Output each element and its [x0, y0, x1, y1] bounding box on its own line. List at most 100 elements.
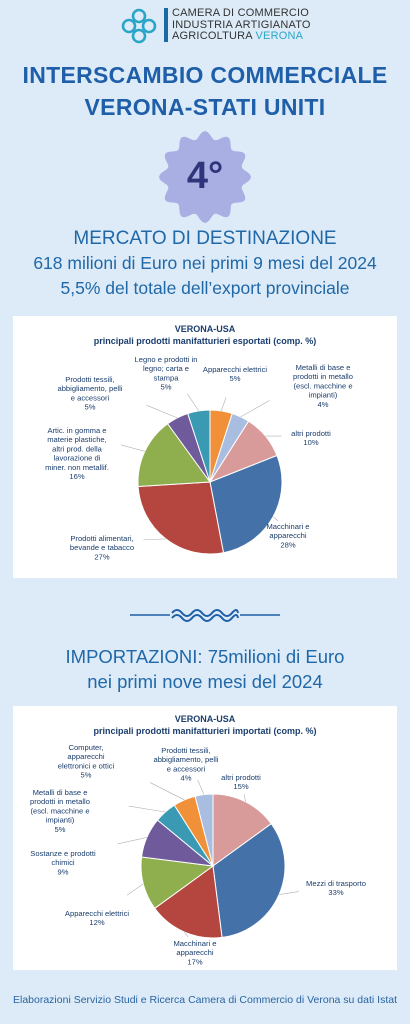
slice-label: Legno e prodotti in legno; carta e stampa 5… [135, 355, 198, 392]
leader-line [143, 538, 166, 540]
slice-label-line: apparecchi [67, 752, 104, 761]
slice-label-line: bevande e tabacco [70, 543, 134, 552]
slice-label-line: impianti) [309, 391, 338, 400]
leader-line [126, 883, 144, 896]
export-pie-chart: VERONA-USA principali prodotti manifattu… [45, 324, 353, 561]
slice-label-line: materie plastiche, [47, 435, 107, 444]
slice-label-line: Macchinari e [173, 939, 216, 948]
rank-badge: 4° [159, 131, 251, 223]
slice-label: Sostanze e prodotti chimici 9% [30, 849, 96, 876]
export-chart-card: VERONA-USA principali prodotti manifattu… [13, 316, 397, 578]
import-chart-subtitle: principali prodotti manifatturieri impor… [93, 726, 316, 736]
slice-label-line: e accessori [71, 393, 110, 402]
pie-slice [137, 481, 225, 555]
pie-slice [137, 423, 211, 488]
slice-label-line: Sostanze e prodotti [30, 849, 96, 858]
slice-label-line: 4% [181, 774, 192, 783]
slice-label-line: Legno e prodotti in [135, 355, 198, 364]
org-line-3-b: VERONA [255, 30, 304, 42]
slice-label-line: prodotti in metallo [30, 797, 90, 806]
export-chart-subtitle: principali prodotti manifatturieri espor… [94, 336, 317, 346]
slice-label-line: Apparecchi elettrici [203, 365, 267, 374]
slice-label-line: Prodotti alimentari, [70, 534, 133, 543]
slice-label-line: altri prodotti [291, 429, 331, 438]
leader-line [197, 779, 205, 795]
slice-label: Artic. in gomma e materie plastiche, altri… [45, 426, 109, 481]
slice-label-line: altri prodotti [221, 773, 261, 782]
slice-label-line: Metalli di base e [33, 788, 88, 797]
slice-label-line: miner. non metallif. [45, 463, 109, 472]
header: CAMERA DI COMMERCIO INDUSTRIA ARTIGIANAT… [0, 0, 410, 50]
leader-line [279, 891, 300, 895]
slice-label-line: altri prod. della [52, 444, 103, 453]
slice-label-line: stampa [154, 373, 180, 382]
leader-line [149, 782, 185, 801]
slice-label-line: legno; carta e [143, 364, 189, 373]
slice-label-line: lavorazione di [54, 454, 101, 463]
leader-line [117, 837, 147, 845]
org-line-1: CAMERA DI COMMERCIO [172, 7, 310, 19]
slice-label-line: chimici [51, 858, 75, 867]
slice-label-line: 16% [69, 472, 84, 481]
export-share: 5,5% del totale dell’export provinciale [60, 278, 350, 298]
leader-line [184, 931, 189, 938]
import-pie-chart: VERONA-USA principali prodotti manifattu… [30, 714, 366, 966]
slice-label-line: abbigliamento, pelli [57, 384, 122, 393]
slice-label-line: apparecchi [269, 531, 306, 540]
slice-label: Metalli di base e prodotti in metallo (esc… [293, 363, 353, 409]
slice-label-line: 17% [187, 957, 202, 966]
slice-label: Macchinari e apparecchi 28% [266, 522, 309, 549]
slice-label-line: abbigliamento, pelli [153, 755, 218, 764]
pie-slice [187, 409, 211, 483]
slice-label-line: Macchinari e [266, 522, 309, 531]
export-chart-title: VERONA-USA [175, 324, 236, 334]
slice-label-line: Prodotti tessili, [65, 375, 114, 384]
page-title-line-1: INTERSCAMBIO COMMERCIALE [22, 62, 388, 88]
slice-label-line: 33% [328, 888, 343, 897]
rank-badge-text: 4° [187, 155, 223, 197]
slice-label: Apparecchi elettrici 12% [65, 909, 129, 927]
slice-label: Macchinari e apparecchi 17% [173, 939, 216, 966]
import-heading: IMPORTAZIONI: 75milioni di Euro [65, 646, 345, 667]
import-period: nei primi nove mesi del 2024 [87, 671, 323, 692]
slice-label-line: 5% [230, 374, 241, 383]
org-line-3: AGRICOLTURA VERONA [172, 30, 311, 43]
slice-label: Mezzi di trasporto 33% [306, 879, 366, 897]
source-footer: Elaborazioni Servizio Studi e Ricerca Ca… [12, 994, 397, 1006]
org-name: CAMERA DI COMMERCIO INDUSTRIA ARTIGIANAT… [172, 7, 311, 43]
slice-label-line: Metalli di base e [296, 363, 351, 372]
slice-label: altri prodotti 15% [221, 773, 261, 791]
org-divider [164, 8, 168, 42]
slice-label-line: Computer, [68, 743, 103, 752]
slice-label-line: Artic. in gomma e [47, 426, 106, 435]
wave-divider-icon [130, 609, 280, 622]
leader-line [146, 405, 178, 419]
import-chart-title: VERONA-USA [175, 714, 236, 724]
slice-label-line: impianti) [46, 816, 75, 825]
slice-label-line: 10% [303, 438, 318, 447]
export-value: 618 milioni di Euro nei primi 9 mesi del… [33, 253, 377, 273]
export-heading: MERCATO DI DESTINAZIONE [73, 228, 337, 249]
slice-label-line: prodotti in metallo [293, 372, 353, 381]
import-chart-card: VERONA-USA principali prodotti manifattu… [13, 706, 397, 970]
slice-label-line: 5% [81, 771, 92, 780]
slice-label: Computer, apparecchi elettronici e ottici 5… [58, 743, 115, 780]
slice-label-line: 5% [161, 383, 172, 392]
slice-label: altri prodotti 10% [291, 429, 331, 447]
slice-label-line: apparecchi [176, 948, 213, 957]
leader-line [187, 393, 199, 412]
slice-label-line: elettronici e ottici [58, 761, 115, 770]
org-line-2: INDUSTRIA ARTIGIANATO [172, 18, 311, 31]
slice-label-line: 15% [233, 782, 248, 791]
leader-line [220, 397, 227, 411]
pie-slice [154, 865, 223, 939]
leader-line [128, 805, 166, 813]
page-title-line-2: VERONA-STATI UNITI [84, 94, 326, 120]
leader-line [240, 400, 270, 418]
slice-label-line: (escl. macchine e [293, 381, 352, 390]
slice-label-line: 12% [89, 918, 104, 927]
slice-label-line: e accessori [167, 764, 206, 773]
slice-label: Apparecchi elettrici 5% [203, 365, 267, 383]
slice-label-line: 4% [318, 400, 329, 409]
slice-label-line: 27% [94, 552, 109, 561]
